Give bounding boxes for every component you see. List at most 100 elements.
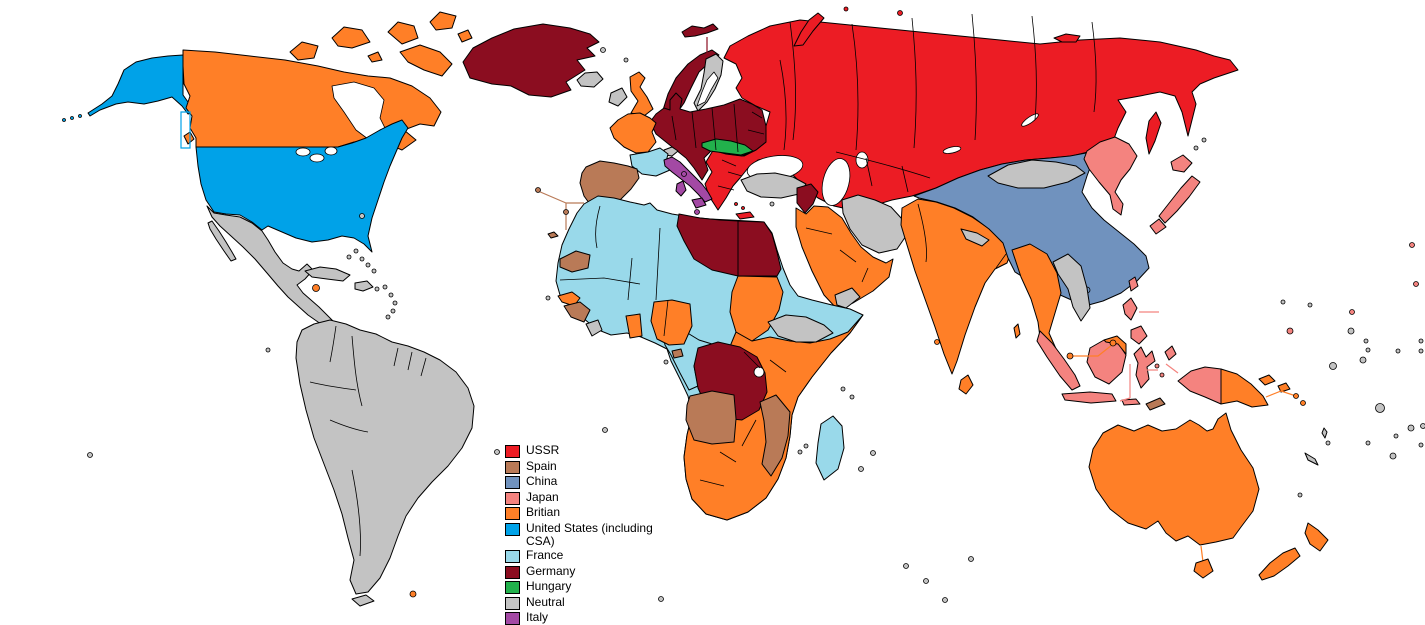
bahamas-dot [346,254,352,260]
pacific-dot [1407,424,1415,432]
region-group-japan-pacific [1036,137,1419,411]
region-mexico-central-america [206,205,335,329]
region-china [913,152,1150,307]
region-arctic-island [367,51,383,63]
region-arctic-island [457,29,473,43]
pacific-dot [1418,348,1424,354]
region-equatorial-guinea [671,348,684,359]
singapore-connector-line [1070,344,1113,357]
region-manchuria-korea [1083,136,1138,216]
region-guinea [563,301,591,323]
ussr-internal-border [851,23,859,151]
legend-item: Italy [505,611,655,625]
ussr-internal-border [1091,21,1097,113]
region-vancouver-island [183,131,195,145]
kuril-dot [1193,145,1199,151]
region-south-america [295,319,475,595]
legend-item: Germany [505,563,655,579]
legend-label: Japan [526,489,559,504]
region-syria [796,183,819,214]
madeira-dot [563,209,569,215]
pacific-dot [1389,452,1397,460]
legend-item: Britian [505,505,655,520]
aleutian-dot [70,116,74,120]
region-new-siberian-islands [1053,33,1081,43]
legend-swatch [505,507,520,520]
region-taiwan [1128,276,1139,292]
seychelles-dot [840,386,846,392]
comoros-dot [797,449,803,455]
region-burma-malaya [1011,243,1062,361]
region-nigeria [650,299,693,346]
island-dot [968,556,974,562]
pacific-dot [1363,338,1369,344]
region-group-atlantic [535,187,584,301]
region-nz-north [1304,522,1329,552]
region-ghana [625,313,643,339]
bermuda-dot [359,213,365,219]
region-group-north-europe [462,23,724,117]
aleutian-dot [62,118,66,122]
region-group-north-america [62,11,473,329]
legend-item: Neutral [505,595,655,610]
bahamas-dot [359,256,365,262]
region-libya [676,213,739,277]
legend-item: USSR [505,443,655,458]
puerto-rico-dot [374,286,380,292]
solomons-dot [1293,393,1299,399]
region-ethiopia [767,314,834,343]
region-hungary [701,138,754,156]
corsica-dot [681,171,687,177]
region-australia [1088,412,1260,546]
region-group-africa [555,195,864,521]
pacific-dot [1395,348,1401,354]
region-italy [663,156,713,203]
legend-label: Spain [526,458,557,473]
region-east-new-guinea [1220,368,1269,408]
moluccas-dot [1154,363,1160,369]
spain-connector-lines [537,190,584,230]
lake-victoria [753,366,765,378]
region-west-new-guinea [1177,366,1222,405]
falklands-dot [409,590,417,598]
region-baffin [399,44,453,77]
region-sakhalin [1145,111,1162,155]
region-mongolia [987,159,1086,189]
region-sicily [691,197,707,209]
aegean-dot [741,206,745,210]
lake-balkhash [942,146,962,154]
lake-baikal [1021,113,1039,127]
region-senegal [557,291,581,307]
region-egypt [737,220,782,277]
region-usa [195,119,409,253]
region-group-south-america [265,319,475,607]
region-hokkaido [1170,154,1193,173]
region-angola [685,390,737,445]
region-arabia [795,205,894,310]
aegean-dot [734,202,738,206]
region-iceland [576,71,604,88]
region-tierra-del-fuego [351,594,375,607]
legend-label: Germany [526,563,576,578]
legend-swatch [505,565,520,579]
legend-swatch [505,460,520,474]
internal-borders [309,13,1097,557]
region-andaman [1013,323,1021,339]
region-sulawesi [1133,346,1156,389]
faroe-dot [600,47,606,53]
region-new-caledonia [1304,452,1319,466]
moluccas-dot [1159,372,1165,378]
ussr-internal-border [779,59,787,151]
legend-swatch [505,581,520,595]
caspian-sea [821,158,851,206]
japanese-pacific-island-dot [1413,281,1419,287]
legend-swatch [505,550,520,564]
region-nz-south [1258,547,1301,581]
legend-label: China [526,474,558,488]
ussr-internal-border [971,13,977,141]
region-mindanao [1130,325,1148,345]
region-java [1061,391,1117,404]
japanese-pacific-island-dot [1349,309,1355,315]
bahamas-dot [371,268,377,274]
